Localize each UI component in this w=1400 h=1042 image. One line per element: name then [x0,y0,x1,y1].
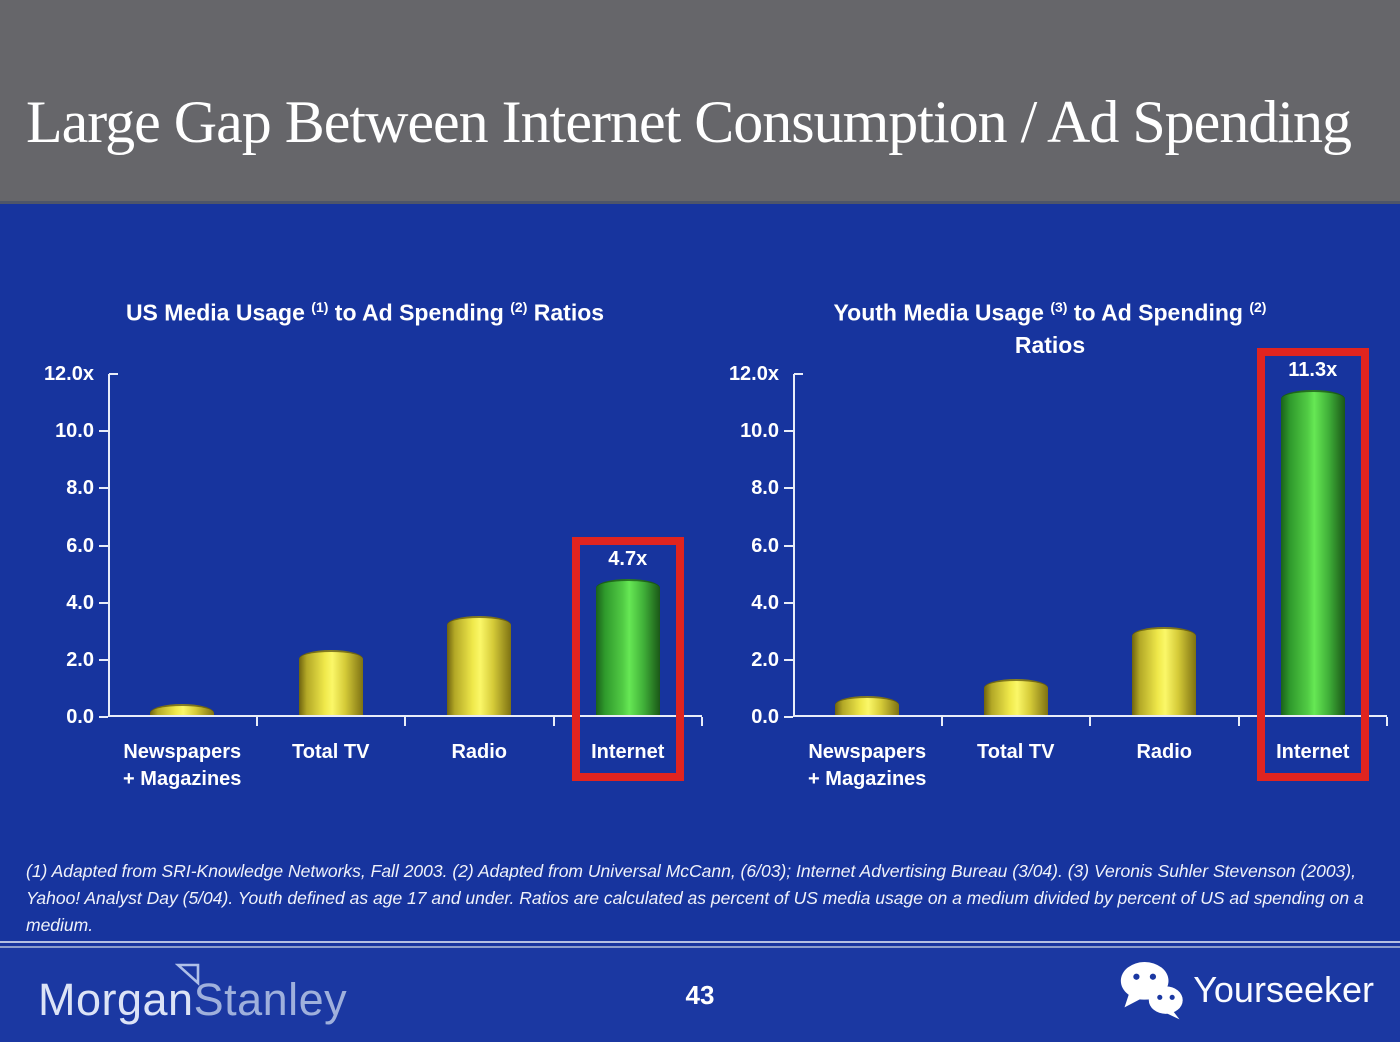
y-axis-label: 12.0x [43,363,94,385]
category-label: Newspapers + Magazines [808,741,927,790]
page-number: 43 [685,980,715,1010]
y-axis-tick [99,658,108,661]
category-label: Radio [1136,741,1193,763]
watermark-label: Yourseeker [1193,969,1374,1010]
watermark: Yourseeker [1119,960,1374,1020]
footer-divider [0,941,1400,948]
bar-value-label: 11.3x [1288,359,1338,382]
y-axis-tick [109,373,118,375]
brand-part-1: Morgan [38,974,194,1025]
category-label: Total TV [977,741,1055,763]
morgan-stanley-triangle-icon [175,963,200,986]
us-media-chart: US Media Usage (1) to Ad Spending (2) Ra… [30,285,703,805]
brand-part-2: Stanley [193,974,348,1025]
bar-newspapers [835,695,900,715]
category-label: Total TV [292,741,370,763]
plot-area: 12.0x 10.0 8.0 6.0 4.0 2.0 0.0 Newspapers + Maga… [729,348,1388,790]
wechat-icon [1121,962,1183,1020]
y-axis-label: 2.0 [751,648,779,671]
y-axis-label: 4.0 [751,591,779,614]
y-axis-tick [784,487,793,490]
y-axis-tick [99,601,108,604]
youth-media-chart: Youth Media Usage (3) to Ad Spending (2)… [715,285,1388,805]
morgan-stanley-logo: MorganStanley [38,963,348,1026]
y-axis-label: 2.0 [66,648,94,671]
y-axis-tick [784,601,793,604]
y-axis-label: 10.0 [740,420,779,443]
highlight-box [571,536,684,781]
footnote: (1) Adapted from SRI-Knowledge Networks,… [26,861,1364,935]
bar-internet [1280,390,1345,715]
y-axis-tick [99,544,108,547]
x-axis-tick [404,717,406,726]
category-label: Internet [591,741,665,763]
y-axis-label: 8.0 [751,477,779,500]
bar-radio [447,615,512,715]
y-axis-tick [784,544,793,547]
slide-footer: MorganStanley 43 [0,948,1400,1042]
y-axis-tick [784,430,793,433]
category-label: Internet [1276,741,1350,763]
y-axis-tick [794,373,803,375]
y-axis-label: 6.0 [66,534,94,557]
y-axis-tick [784,716,793,718]
y-axis-tick [784,658,793,661]
chart-title: US Media Usage (1) to Ad Spending (2) Ra… [125,299,605,326]
x-axis-tick [940,717,943,726]
x-axis-tick [1237,717,1240,726]
highlight-box [1256,348,1369,781]
y-axis-label: 0.0 [751,706,779,728]
slide-header: Large Gap Between Internet Consumption /… [0,0,1400,204]
category-label: Radio [451,741,508,763]
plot-area: 12.0x 10.0 8.0 6.0 4.0 2.0 0.0 Newspapers + Maga… [44,363,703,790]
bar-newspapers [150,704,215,715]
y-axis-label: 0.0 [66,706,94,728]
bar-value-label: 4.7x [608,547,648,570]
y-axis-tick [99,430,108,433]
bar-total-tv [983,678,1048,715]
x-axis-tick [1386,717,1388,726]
y-axis-label: 6.0 [751,534,779,557]
x-axis-tick [552,717,555,726]
y-axis-label: 4.0 [66,591,94,614]
category-label: Newspapers + Magazines [123,741,242,790]
slide-title: Large Gap Between Internet Consumption /… [26,89,1352,155]
x-axis-tick [1089,717,1091,726]
x-axis-tick [701,717,703,726]
y-axis-label: 8.0 [66,477,94,500]
y-axis-tick [99,716,108,718]
y-axis-tick [99,487,108,490]
chart-title: Youth Media Usage (3) to Ad Spending (2)… [833,299,1267,358]
x-axis-tick [255,717,258,726]
bar-total-tv [298,650,363,715]
bar-radio [1132,627,1197,715]
y-axis-label: 12.0x [728,363,779,385]
y-axis-label: 10.0 [55,420,94,443]
bar-internet [595,578,660,715]
